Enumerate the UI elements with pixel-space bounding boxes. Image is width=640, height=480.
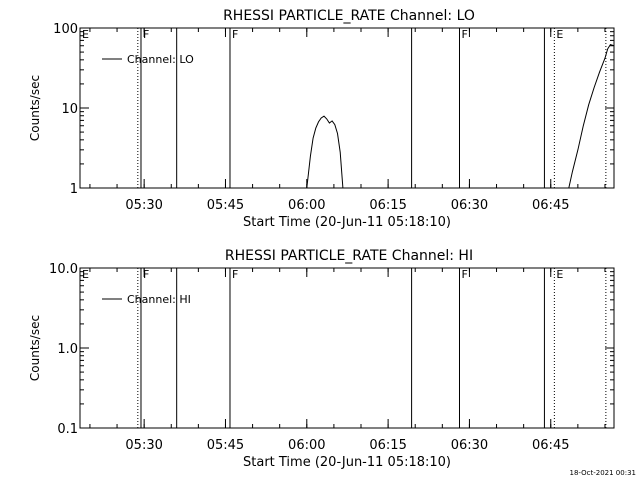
chart-title: RHESSI PARTICLE_RATE Channel: HI <box>225 248 473 264</box>
event-marker-label: E <box>556 28 563 41</box>
y-tick-label: 10.0 <box>49 262 78 277</box>
x-tick-label: 06:15 <box>369 438 406 453</box>
legend-label: Channel: LO <box>127 53 194 66</box>
event-marker-label: F <box>461 268 467 281</box>
event-marker-label: F <box>232 268 238 281</box>
chart-panel-lo: RHESSI PARTICLE_RATE Channel: LO Start Ti… <box>28 8 615 230</box>
y-tick-label: 0.1 <box>57 422 78 437</box>
x-tick-label: 05:45 <box>207 198 244 213</box>
x-tick-label: 06:45 <box>532 198 569 213</box>
chart-title: RHESSI PARTICLE_RATE Channel: LO <box>223 8 475 24</box>
legend-label: Channel: HI <box>127 293 191 306</box>
series-line-channel-lo <box>568 44 615 189</box>
event-marker-label: F <box>461 28 467 41</box>
chart-panel-hi: RHESSI PARTICLE_RATE Channel: HI Start Ti… <box>28 248 615 470</box>
plot-frame <box>79 267 615 429</box>
series-line-channel-lo <box>306 115 344 189</box>
y-axis-label: Counts/sec <box>28 315 42 381</box>
plot-frame <box>79 27 615 189</box>
edge-marker-label: E <box>82 268 89 281</box>
x-tick-label: 06:00 <box>288 198 325 213</box>
x-tick-label: 06:00 <box>288 438 325 453</box>
x-tick-label: 05:30 <box>125 438 162 453</box>
y-tick-label: 100 <box>53 22 78 37</box>
footer-timestamp: 18-Oct-2021 00:31 <box>570 469 636 477</box>
x-tick-label: 06:45 <box>532 438 569 453</box>
edge-marker-label: E <box>82 28 89 41</box>
x-tick-label: 05:30 <box>125 198 162 213</box>
y-tick-label: 1.0 <box>57 342 78 357</box>
y-tick-label: 10 <box>61 102 78 117</box>
event-marker-label: F <box>143 268 149 281</box>
x-tick-label: 05:45 <box>207 438 244 453</box>
x-axis-label: Start Time (20-Jun-11 05:18:10) <box>243 215 451 230</box>
y-tick-label: 1 <box>70 182 78 197</box>
x-tick-label: 06:15 <box>369 198 406 213</box>
event-marker-label: F <box>143 28 149 41</box>
event-marker-label: E <box>556 268 563 281</box>
event-marker-label: F <box>232 28 238 41</box>
x-tick-label: 06:30 <box>451 198 488 213</box>
x-tick-label: 06:30 <box>451 438 488 453</box>
y-axis-label: Counts/sec <box>28 75 42 141</box>
x-axis-label: Start Time (20-Jun-11 05:18:10) <box>243 455 451 470</box>
